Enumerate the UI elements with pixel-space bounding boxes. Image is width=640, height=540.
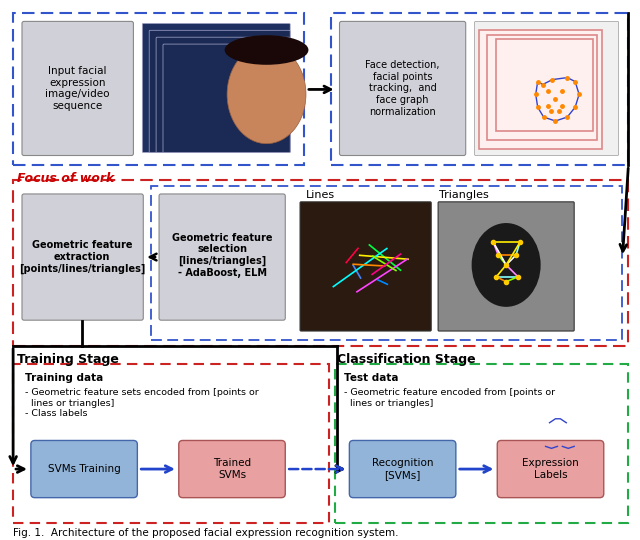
Bar bbox=[151, 186, 623, 340]
Bar bbox=[496, 39, 593, 131]
Text: - Geometric feature sets encoded from [points or
  lines or triangles]
- Class l: - Geometric feature sets encoded from [p… bbox=[25, 388, 259, 418]
FancyBboxPatch shape bbox=[22, 22, 133, 156]
FancyBboxPatch shape bbox=[163, 44, 290, 152]
Bar bbox=[13, 12, 304, 165]
Text: Focus of work: Focus of work bbox=[17, 172, 115, 185]
Text: Geometric feature
selection
[lines/triangles]
- AdaBoost, ELM: Geometric feature selection [lines/trian… bbox=[172, 233, 273, 278]
FancyBboxPatch shape bbox=[142, 23, 290, 152]
Ellipse shape bbox=[472, 223, 541, 307]
Text: SVMs Training: SVMs Training bbox=[48, 464, 120, 474]
FancyBboxPatch shape bbox=[179, 441, 285, 498]
FancyBboxPatch shape bbox=[339, 22, 466, 156]
Text: Geometric feature
extraction
[points/lines/triangles]: Geometric feature extraction [points/lin… bbox=[19, 240, 145, 274]
Text: Input facial
expression
image/video
sequence: Input facial expression image/video sequ… bbox=[45, 66, 109, 111]
FancyBboxPatch shape bbox=[475, 22, 618, 156]
Text: Triangles: Triangles bbox=[439, 190, 489, 200]
FancyBboxPatch shape bbox=[159, 194, 285, 320]
FancyBboxPatch shape bbox=[156, 37, 290, 152]
Text: Fig. 1.  Architecture of the proposed facial expression recognition system.: Fig. 1. Architecture of the proposed fac… bbox=[13, 528, 399, 538]
FancyBboxPatch shape bbox=[300, 202, 431, 331]
Ellipse shape bbox=[225, 35, 308, 65]
Bar bbox=[13, 363, 329, 523]
Text: Training data: Training data bbox=[25, 374, 103, 383]
FancyBboxPatch shape bbox=[22, 194, 143, 320]
Text: Classification Stage: Classification Stage bbox=[337, 353, 475, 366]
FancyBboxPatch shape bbox=[31, 441, 138, 498]
Text: Recognition
[SVMs]: Recognition [SVMs] bbox=[372, 458, 433, 480]
Text: - Geometric feature encoded from [points or
  lines or triangles]: - Geometric feature encoded from [points… bbox=[344, 388, 556, 408]
Text: Lines: Lines bbox=[306, 190, 335, 200]
FancyBboxPatch shape bbox=[149, 30, 290, 152]
Text: Trained
SVMs: Trained SVMs bbox=[213, 458, 251, 480]
Bar bbox=[13, 180, 628, 346]
FancyBboxPatch shape bbox=[349, 441, 456, 498]
Text: Expression
Labels: Expression Labels bbox=[522, 458, 579, 480]
Bar bbox=[331, 12, 628, 165]
Ellipse shape bbox=[227, 45, 306, 144]
Bar bbox=[335, 363, 628, 523]
Bar bbox=[488, 35, 597, 140]
Bar bbox=[479, 30, 602, 149]
Text: Test data: Test data bbox=[344, 374, 399, 383]
Text: Training Stage: Training Stage bbox=[17, 353, 119, 366]
FancyBboxPatch shape bbox=[438, 202, 574, 331]
FancyBboxPatch shape bbox=[497, 441, 604, 498]
Text: Face detection,
facial points
tracking,  and
face graph
normalization: Face detection, facial points tracking, … bbox=[365, 60, 440, 117]
